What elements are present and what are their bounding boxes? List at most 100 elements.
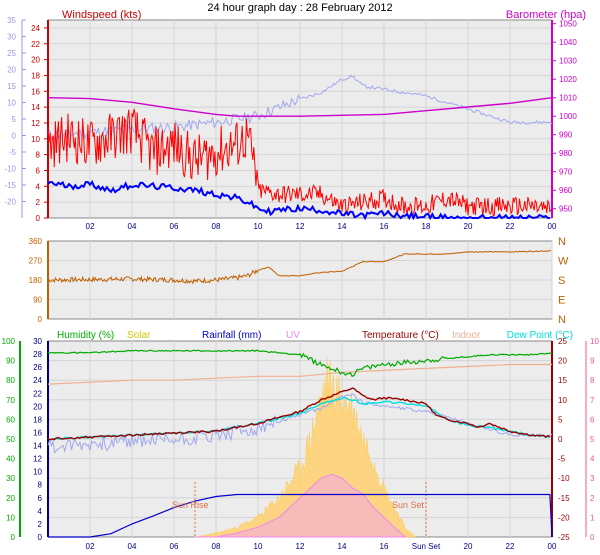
x-tick-label: 18 xyxy=(422,222,431,231)
direction-tick-label: 0 xyxy=(38,315,43,324)
outer-temp-tick-label: 0 xyxy=(12,132,17,141)
wind-tick-label: 18 xyxy=(31,71,40,80)
x-tick-label: 12 xyxy=(296,222,305,231)
rainfall-tick-label: 12 xyxy=(33,455,42,464)
rainfall-tick-label: 22 xyxy=(33,389,42,398)
barometer-tick-label: 1040 xyxy=(559,38,577,47)
uv-tick-label: 0 xyxy=(590,533,595,542)
outer-temp-tick-label: -20 xyxy=(4,198,16,207)
x-tick-label: 04 xyxy=(128,222,137,231)
dewpoint-legend: Dew Point (°C) xyxy=(507,330,573,341)
x-tick-label: 02 xyxy=(86,542,95,551)
outer-temp-tick-label: 20 xyxy=(7,66,16,75)
humidity-tick-label: 60 xyxy=(6,415,15,424)
x-tick-label: 20 xyxy=(464,222,473,231)
direction-tick-label: 270 xyxy=(29,257,43,266)
humidity-tick-label: 10 xyxy=(6,513,15,522)
uv-legend: UV xyxy=(286,330,300,341)
rainfall-tick-label: 16 xyxy=(33,428,42,437)
temperature-tick-label: -25 xyxy=(558,533,570,542)
outer-temp-tick-label: -5 xyxy=(9,148,17,157)
humidity-tick-label: 20 xyxy=(6,494,15,503)
indoor-line xyxy=(47,363,552,385)
wind-average-line xyxy=(47,180,550,221)
uv-tick-label: 4 xyxy=(590,455,595,464)
rainfall-tick-label: 30 xyxy=(33,337,42,346)
compass-label: W xyxy=(558,256,569,268)
rainfall-tick-label: 10 xyxy=(33,468,42,477)
x-tick-label: 16 xyxy=(380,222,389,231)
uv-tick-label: 2 xyxy=(590,494,595,503)
rainfall-tick-label: 20 xyxy=(33,402,42,411)
humidity-legend: Humidity (%) xyxy=(57,330,114,341)
rainfall-tick-label: 26 xyxy=(33,363,42,372)
chart-title: 24 hour graph day : 28 February 2012 xyxy=(207,2,392,14)
humidity-tick-label: 30 xyxy=(6,474,15,483)
x-tick-label: 14 xyxy=(338,542,347,551)
temperature-tick-label: -15 xyxy=(558,494,570,503)
wind-tick-label: 0 xyxy=(36,214,41,223)
barometer-tick-label: 1030 xyxy=(559,57,577,66)
wind-tick-label: 6 xyxy=(36,166,41,175)
uv-tick-label: 7 xyxy=(590,396,595,405)
x-tick-label: 16 xyxy=(380,542,389,551)
barometer-tick-label: 950 xyxy=(559,205,573,214)
temperature-tick-label: 15 xyxy=(558,376,567,385)
x-tick-label: 06 xyxy=(170,222,179,231)
uv-tick-label: 3 xyxy=(590,474,595,483)
barometer-tick-label: 970 xyxy=(559,168,573,177)
sun-set-label: Sun Set xyxy=(392,500,425,510)
compass-label: E xyxy=(558,295,565,307)
rainfall-tick-label: 6 xyxy=(38,494,43,503)
humidity-tick-label: 80 xyxy=(6,376,15,385)
uv-area xyxy=(195,473,407,538)
rainfall-tick-label: 2 xyxy=(38,520,43,529)
humidity-tick-label: 90 xyxy=(6,357,15,366)
rainfall-tick-label: 8 xyxy=(38,481,43,490)
outer-temp-tick-label: 30 xyxy=(7,33,16,42)
temperature-tick-label: 10 xyxy=(558,396,567,405)
humidity-line xyxy=(47,349,553,378)
outer-temp-tick-label: 35 xyxy=(7,16,16,25)
compass-label: N xyxy=(558,236,566,248)
outer-temp-tick-label: 10 xyxy=(7,99,16,108)
weather-variables-panel: Humidity (%) Solar Rainfall (mm) UV Temp… xyxy=(2,330,600,551)
wind-axis-title: Windspeed (kts) xyxy=(62,9,141,21)
rainfall-tick-label: 28 xyxy=(33,350,42,359)
x-tick-label: 10 xyxy=(254,542,263,551)
x-tick-label: 00 xyxy=(548,222,557,231)
wind-barometer-panel: Windspeed (kts) Barometer (hpa) -20 -15 -1… xyxy=(4,9,586,231)
temperature-legend: Temperature (°C) xyxy=(362,330,439,341)
temperature-tick-label: -10 xyxy=(558,474,570,483)
rainfall-legend: Rainfall (mm) xyxy=(202,330,261,341)
barometer-axis-title: Barometer (hpa) xyxy=(506,9,586,21)
x-tick-label: 12 xyxy=(296,542,305,551)
wind-tick-label: 16 xyxy=(31,87,40,96)
rainfall-tick-label: 24 xyxy=(33,376,42,385)
x-tick-label: 22 xyxy=(506,222,515,231)
direction-tick-label: 90 xyxy=(33,296,42,305)
humidity-tick-label: 70 xyxy=(6,396,15,405)
outer-temp-tick-label: 15 xyxy=(7,82,16,91)
wind-tick-label: 2 xyxy=(36,198,41,207)
temperature-tick-label: 20 xyxy=(558,357,567,366)
barometer-tick-label: 1010 xyxy=(559,94,577,103)
temperature-tick-label: -5 xyxy=(558,455,566,464)
rainfall-tick-label: 14 xyxy=(33,442,42,451)
humidity-tick-label: 100 xyxy=(2,337,16,346)
temperature-tick-label: 5 xyxy=(558,415,563,424)
x-tick-label: 22 xyxy=(506,542,515,551)
direction-tick-label: 360 xyxy=(29,237,43,246)
wind-tick-label: 20 xyxy=(31,56,40,65)
uv-tick-label: 1 xyxy=(590,513,595,522)
uv-tick-label: 6 xyxy=(590,415,595,424)
wind-tick-label: 4 xyxy=(36,182,41,191)
compass-label: S xyxy=(558,275,565,287)
x-tick-label: 08 xyxy=(212,222,221,231)
temperature-line xyxy=(47,387,551,441)
sun-rise-label: Sun Rise xyxy=(172,500,209,510)
rainfall-tick-label: 18 xyxy=(33,415,42,424)
outer-temp-tick-label: -15 xyxy=(4,181,16,190)
barometer-line xyxy=(47,97,553,117)
wind-tick-label: 12 xyxy=(31,119,40,128)
